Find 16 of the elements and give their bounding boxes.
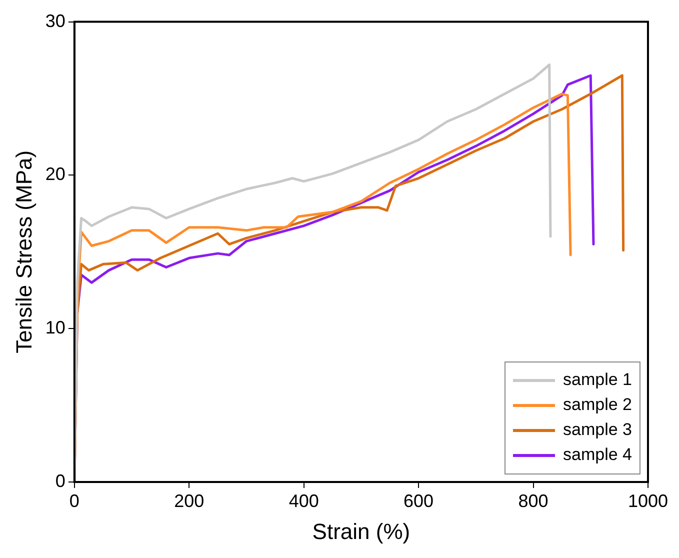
legend-label: sample 1 bbox=[563, 370, 632, 390]
legend-label: sample 4 bbox=[563, 445, 632, 464]
x-axis-title: Strain (%) bbox=[312, 518, 410, 544]
y-axis-title: Tensile Stress (MPa) bbox=[11, 150, 36, 354]
y-tick-label: 0 bbox=[55, 470, 66, 491]
y-tick-label: 10 bbox=[45, 318, 66, 338]
x-tick-label: 600 bbox=[404, 490, 434, 511]
x-tick-label: 1000 bbox=[628, 490, 668, 511]
x-tick-label: 0 bbox=[69, 490, 80, 511]
y-tick-label: 20 bbox=[45, 164, 66, 184]
y-tick-label: 30 bbox=[45, 10, 66, 31]
x-tick-label: 400 bbox=[288, 490, 319, 511]
legend-label: sample 3 bbox=[563, 420, 632, 440]
legend-label: sample 2 bbox=[563, 395, 632, 414]
x-tick-label: 800 bbox=[518, 490, 548, 511]
x-tick-label: 200 bbox=[174, 490, 204, 511]
